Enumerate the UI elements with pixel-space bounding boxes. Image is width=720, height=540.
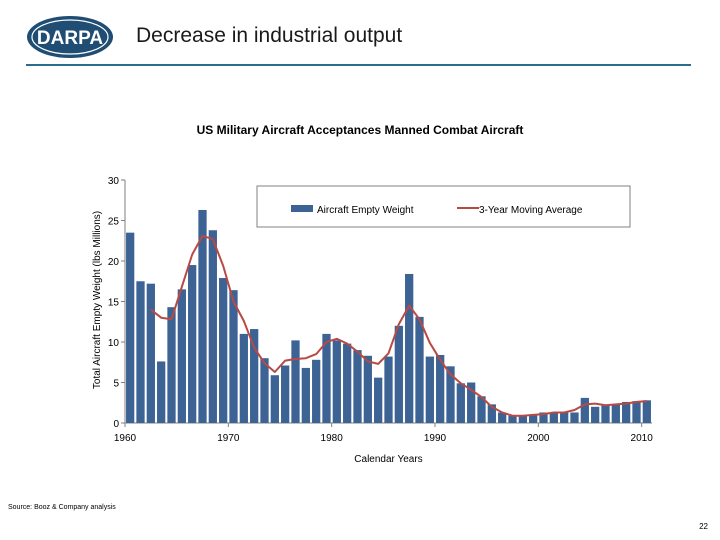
bar <box>208 230 217 423</box>
x-tick-label: 2000 <box>527 433 550 444</box>
y-tick-label: 0 <box>113 419 119 430</box>
bar <box>415 316 424 423</box>
y-tick-label: 25 <box>108 217 120 228</box>
legend-box <box>256 185 631 228</box>
bar <box>136 281 145 423</box>
bar <box>322 333 331 423</box>
bar <box>260 358 269 423</box>
source-note: Source: Booz & Company analysis <box>8 504 116 511</box>
bar <box>157 361 166 423</box>
bar <box>332 340 341 423</box>
x-tick-label: 1970 <box>217 433 240 444</box>
bar <box>219 278 228 423</box>
y-tick-label: 5 <box>113 379 119 390</box>
bar <box>560 411 569 423</box>
page-number: 22 <box>699 522 708 531</box>
bar <box>291 340 300 423</box>
bar <box>177 289 186 423</box>
bar <box>570 412 579 423</box>
bar <box>374 377 383 423</box>
bar <box>539 412 548 423</box>
x-tick-label: 1990 <box>424 433 447 444</box>
bar <box>250 329 259 423</box>
bar <box>467 382 476 423</box>
bar <box>529 414 538 423</box>
y-tick-label: 15 <box>108 298 120 309</box>
legend-bar-swatch <box>291 205 313 212</box>
bar <box>591 406 600 423</box>
bar <box>394 325 403 423</box>
bar <box>270 375 279 423</box>
bar <box>239 333 248 423</box>
bar <box>518 415 527 423</box>
bar <box>498 412 507 423</box>
x-axis-title: Calendar Years <box>354 454 422 465</box>
title-divider <box>26 64 691 66</box>
bar <box>281 365 290 423</box>
bar <box>167 307 176 423</box>
legend-line-label: 3-Year Moving Average <box>479 205 583 216</box>
bar <box>611 404 620 423</box>
bar <box>198 209 207 423</box>
bar <box>126 232 135 423</box>
bar <box>425 356 434 423</box>
x-tick-label: 1960 <box>114 433 137 444</box>
legend-bar-label: Aircraft Empty Weight <box>317 205 414 216</box>
slide-title: Decrease in industrial output <box>136 24 403 47</box>
bar <box>312 359 321 423</box>
y-axis-title: Total Aircraft Empty Weight (lbs Million… <box>92 211 103 389</box>
bar <box>301 367 310 423</box>
bar <box>622 401 631 423</box>
bar <box>436 354 445 423</box>
bar <box>405 273 414 423</box>
bar <box>632 401 641 423</box>
x-tick-label: 1980 <box>321 433 344 444</box>
bar <box>363 355 372 423</box>
bar <box>601 405 610 423</box>
moving-average-line <box>150 234 647 417</box>
bar <box>384 356 393 423</box>
bar <box>487 404 496 423</box>
bar <box>580 397 589 423</box>
bar <box>146 283 155 423</box>
bar <box>353 350 362 423</box>
logo-text: DARPA <box>37 28 103 49</box>
bar <box>343 343 352 423</box>
x-tick-label: 2010 <box>631 433 654 444</box>
bar <box>229 290 238 423</box>
bar <box>188 265 197 423</box>
bar <box>456 383 465 423</box>
y-tick-label: 30 <box>108 176 120 187</box>
bar <box>549 413 558 423</box>
bar <box>446 366 455 423</box>
bar <box>642 400 651 423</box>
darpa-logo: DARPA <box>27 16 113 58</box>
chart-title: US Military Aircraft Acceptances Manned … <box>196 123 524 137</box>
bar <box>477 396 486 423</box>
y-tick-label: 20 <box>108 257 120 268</box>
bar <box>508 415 517 423</box>
y-tick-label: 10 <box>108 338 120 349</box>
